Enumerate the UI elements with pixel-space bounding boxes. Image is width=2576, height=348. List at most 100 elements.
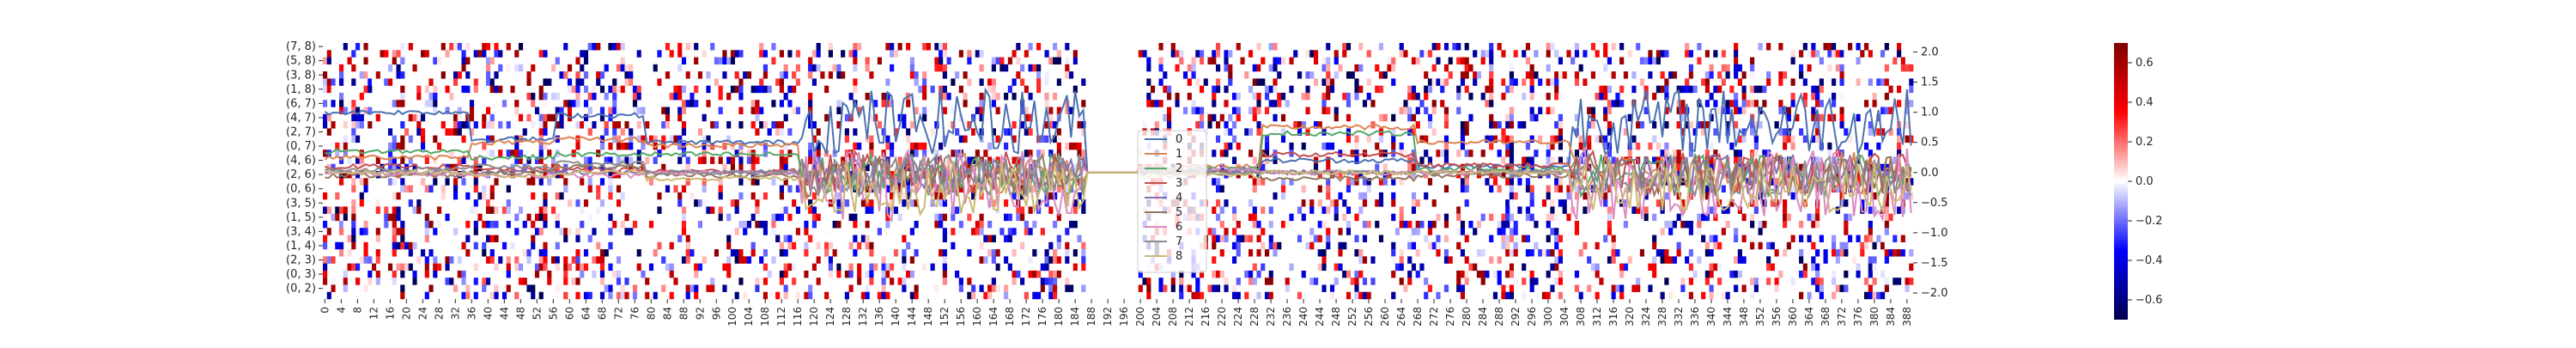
heatmap-cell bbox=[951, 241, 956, 250]
heatmap-cell bbox=[489, 78, 495, 86]
heatmap-cell bbox=[1656, 57, 1661, 65]
heatmap-cell bbox=[583, 291, 589, 300]
heatmap-cell bbox=[1440, 85, 1445, 94]
heatmap-cell bbox=[1737, 135, 1742, 143]
heatmap-cell bbox=[1497, 185, 1502, 193]
heatmap-cell bbox=[1522, 263, 1527, 272]
heatmap-cell bbox=[1725, 128, 1730, 136]
heatmap-cell bbox=[1158, 78, 1163, 86]
heatmap-cell bbox=[677, 50, 683, 58]
heatmap-cell bbox=[501, 100, 507, 107]
heatmap-cell bbox=[1407, 107, 1413, 114]
heatmap-cell bbox=[1264, 291, 1270, 300]
heatmap-cell bbox=[580, 50, 585, 58]
heatmap-cell bbox=[457, 128, 462, 136]
heatmap-cell bbox=[1261, 78, 1266, 86]
heatmap-cell bbox=[531, 64, 536, 72]
heatmap-cell bbox=[1587, 107, 1592, 114]
heatmap-cell bbox=[816, 241, 821, 250]
heatmap-cell bbox=[906, 128, 911, 136]
heatmap-cell bbox=[355, 171, 361, 179]
heatmap-cell bbox=[526, 71, 532, 79]
heatmap-cell bbox=[1587, 284, 1592, 292]
heatmap-cell bbox=[857, 107, 862, 114]
heatmap-cell bbox=[469, 107, 475, 114]
heatmap-cell bbox=[1154, 100, 1159, 107]
heatmap-cell bbox=[620, 128, 625, 136]
heatmap-cell bbox=[657, 241, 662, 250]
heatmap-cell bbox=[848, 92, 854, 101]
heatmap-cell bbox=[587, 43, 592, 51]
heatmap-cell bbox=[1546, 270, 1551, 278]
x-tick-label: 364 bbox=[1803, 307, 1815, 327]
heatmap-cell bbox=[575, 192, 580, 200]
heatmap-cell bbox=[1525, 178, 1531, 186]
x-tick-label: 64 bbox=[580, 307, 592, 320]
heatmap-cell bbox=[1636, 284, 1641, 292]
right-y-tick-label: −1.5 bbox=[1921, 257, 1948, 270]
heatmap-cell bbox=[1844, 128, 1849, 136]
heatmap-cell bbox=[685, 241, 690, 250]
heatmap-cell bbox=[351, 178, 356, 186]
x-tick-label: 304 bbox=[1558, 307, 1571, 327]
heatmap-cell bbox=[979, 284, 984, 292]
x-tick-label: 260 bbox=[1379, 307, 1391, 327]
right-y-tick-label: 1.0 bbox=[1921, 107, 1939, 119]
heatmap-cell bbox=[518, 64, 524, 72]
heatmap-cell bbox=[1048, 284, 1054, 292]
heatmap-cell bbox=[1048, 107, 1054, 114]
heatmap-cell bbox=[1036, 43, 1042, 51]
heatmap-cell bbox=[1648, 284, 1653, 292]
heatmap-cell bbox=[580, 270, 585, 278]
heatmap-cell bbox=[534, 156, 540, 164]
heatmap-cell bbox=[1607, 107, 1612, 114]
heatmap-cell bbox=[775, 78, 781, 86]
heatmap-cell bbox=[681, 107, 687, 114]
heatmap-cell bbox=[1815, 220, 1820, 229]
x-tick-label: 84 bbox=[661, 307, 673, 320]
heatmap-cell bbox=[543, 199, 548, 207]
heatmap-cell bbox=[400, 43, 405, 51]
heatmap-cell bbox=[1509, 150, 1515, 157]
heatmap-cell bbox=[1905, 178, 1910, 186]
heatmap-cell bbox=[808, 142, 813, 150]
heatmap-cell bbox=[1338, 192, 1343, 200]
heatmap-cell bbox=[897, 185, 902, 193]
heatmap-cell bbox=[1146, 100, 1151, 107]
heatmap-cell bbox=[1558, 199, 1564, 207]
heatmap-cell bbox=[1280, 185, 1286, 193]
heatmap-cell bbox=[347, 156, 352, 164]
heatmap-cell bbox=[1839, 71, 1844, 79]
heatmap-cell bbox=[400, 121, 405, 129]
heatmap-cell bbox=[506, 270, 511, 278]
heatmap-cell bbox=[1431, 107, 1437, 114]
heatmap-cell bbox=[563, 278, 568, 285]
x-tick-label: 68 bbox=[596, 307, 608, 320]
heatmap-cell bbox=[580, 78, 585, 86]
heatmap-cell bbox=[326, 85, 331, 94]
heatmap-cell bbox=[1334, 57, 1339, 65]
heatmap-cell bbox=[750, 241, 756, 250]
heatmap-cell bbox=[1443, 142, 1449, 150]
heatmap-cell bbox=[396, 163, 401, 172]
heatmap-cell bbox=[1252, 178, 1257, 186]
heatmap-cell bbox=[673, 92, 678, 101]
heatmap-cell bbox=[489, 121, 495, 129]
heatmap-cell bbox=[1807, 291, 1812, 300]
heatmap-cell bbox=[343, 121, 348, 129]
heatmap-cell bbox=[804, 228, 809, 235]
heatmap-cell bbox=[1334, 50, 1339, 58]
heatmap-cell bbox=[906, 135, 911, 143]
heatmap-cell bbox=[396, 263, 401, 272]
heatmap-cell bbox=[563, 178, 568, 186]
heatmap-cell bbox=[1856, 43, 1861, 51]
heatmap-cell bbox=[620, 64, 625, 72]
heatmap-cell bbox=[1431, 241, 1437, 250]
heatmap-cell bbox=[1619, 291, 1625, 300]
heatmap-cell bbox=[355, 113, 361, 122]
heatmap-cell bbox=[1786, 213, 1791, 222]
heatmap-cell bbox=[1020, 213, 1025, 222]
heatmap-cell bbox=[1864, 100, 1869, 107]
x-tick-label: 352 bbox=[1754, 307, 1766, 327]
heatmap-cell bbox=[1734, 150, 1739, 157]
